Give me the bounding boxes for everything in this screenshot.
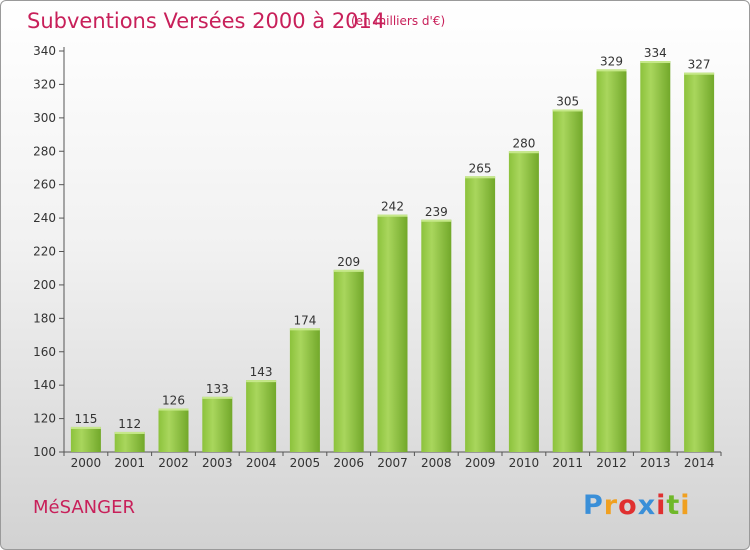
data-label: 133 — [206, 382, 229, 396]
x-tick-label: 2006 — [333, 456, 364, 470]
bars — [70, 61, 715, 453]
bar-top — [333, 269, 364, 272]
data-label: 329 — [600, 54, 623, 68]
data-label: 265 — [469, 161, 492, 175]
data-label: 115 — [74, 412, 97, 426]
y-tick-label: 220 — [33, 245, 56, 259]
data-label: 305 — [556, 94, 579, 108]
data-label: 242 — [381, 200, 404, 214]
bar-top — [202, 396, 233, 399]
data-label: 280 — [512, 136, 535, 150]
bar-2010 — [508, 151, 539, 452]
bar-2009 — [465, 176, 496, 452]
x-tick-label: 2014 — [684, 456, 715, 470]
bar-top — [70, 426, 101, 429]
y-tick-label: 320 — [33, 77, 56, 91]
bar-top — [289, 328, 320, 331]
bar-2011 — [552, 109, 583, 453]
commune-name: MéSANGER — [33, 497, 135, 518]
data-labels: 115 112 126 133 143 174 209 242 239 265 280 305 329 3… — [74, 46, 710, 431]
y-tick-label: 140 — [33, 378, 56, 392]
bar-top — [421, 219, 452, 222]
bar-top — [465, 176, 496, 179]
x-tick-label: 2000 — [71, 456, 102, 470]
y-axis: 100 120 140 160 180 200 220 240 260 280 300 320 340 — [33, 44, 65, 459]
x-tick-label: 2010 — [509, 456, 540, 470]
y-tick-label: 260 — [33, 178, 56, 192]
data-label: 126 — [162, 394, 185, 408]
bar-top — [114, 431, 145, 434]
x-axis: 2000 2001 2002 2003 2004 2005 2006 2007 2008 2009… — [63, 451, 722, 470]
data-label: 112 — [118, 417, 141, 431]
bar-top — [377, 214, 408, 217]
y-tick-label: 100 — [33, 445, 56, 459]
bar-2001 — [114, 431, 145, 452]
bar-2006 — [333, 269, 364, 452]
x-tick-label: 2007 — [377, 456, 408, 470]
bar-top — [508, 151, 539, 154]
bar-2007 — [377, 214, 408, 452]
data-label: 239 — [425, 205, 448, 219]
data-label: 334 — [644, 46, 667, 60]
proxiti-logo[interactable]: Proxiti — [583, 490, 691, 521]
y-tick-label: 180 — [33, 311, 56, 325]
data-label: 143 — [250, 365, 273, 379]
x-tick-label: 2004 — [246, 456, 277, 470]
bar-2005 — [289, 328, 320, 452]
bar-2002 — [158, 408, 189, 452]
bar-2003 — [202, 396, 233, 452]
bar-2004 — [246, 380, 277, 452]
bar-top — [684, 72, 715, 75]
x-tick-label: 2002 — [158, 456, 189, 470]
data-label: 327 — [688, 58, 711, 72]
x-tick-label: 2001 — [114, 456, 145, 470]
bar-2008 — [421, 219, 452, 452]
bar-2000 — [70, 426, 101, 452]
x-tick-label: 2013 — [640, 456, 671, 470]
y-tick-label: 120 — [33, 412, 56, 426]
bar-top — [596, 69, 627, 72]
y-tick-label: 160 — [33, 345, 56, 359]
bar-2012 — [596, 69, 627, 453]
y-tick-label: 280 — [33, 144, 56, 158]
bar-2014 — [684, 72, 715, 453]
bar-top — [640, 61, 671, 64]
x-tick-label: 2003 — [202, 456, 233, 470]
data-label: 174 — [293, 313, 316, 327]
y-tick-label: 200 — [33, 278, 56, 292]
y-tick-label: 340 — [33, 44, 56, 58]
x-tick-label: 2011 — [552, 456, 583, 470]
y-tick-label: 300 — [33, 111, 56, 125]
y-tick-label: 240 — [33, 211, 56, 225]
data-label: 209 — [337, 255, 360, 269]
x-tick-label: 2005 — [290, 456, 321, 470]
bar-top — [158, 408, 189, 411]
bar-top — [552, 109, 583, 112]
bar-2013 — [640, 61, 671, 453]
x-tick-label: 2012 — [596, 456, 627, 470]
chart-title: Subventions Versées 2000 à 2014 — [27, 9, 386, 33]
x-tick-label: 2008 — [421, 456, 452, 470]
bar-top — [246, 380, 277, 383]
chart-unit: (en milliers d'€) — [351, 14, 446, 28]
x-tick-label: 2009 — [465, 456, 496, 470]
